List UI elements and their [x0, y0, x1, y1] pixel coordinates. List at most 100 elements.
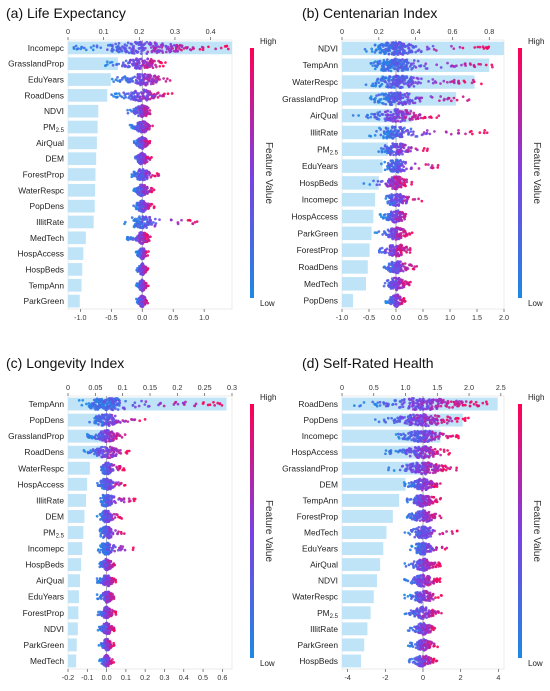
- shap-point: [391, 270, 394, 273]
- beeswarm-row: [374, 226, 414, 241]
- shap-point: [447, 97, 450, 100]
- shap-point: [401, 93, 404, 96]
- shap-point: [377, 81, 380, 84]
- importance-bar: [68, 121, 98, 134]
- shap-point: [396, 282, 399, 285]
- shap-point: [478, 131, 481, 134]
- shap-point: [171, 47, 174, 50]
- shap-point: [460, 64, 463, 67]
- shap-point: [116, 403, 119, 406]
- shap-point: [471, 133, 474, 136]
- shap-point: [94, 449, 97, 452]
- shap-point: [425, 67, 428, 70]
- shap-point: [383, 266, 386, 269]
- shap-point: [377, 45, 380, 48]
- shap-point: [138, 240, 141, 243]
- feature-label: AirQual: [310, 111, 338, 121]
- shap-point: [392, 286, 395, 289]
- shap-point: [146, 96, 149, 99]
- bottom-tick-label: -0.5: [105, 313, 117, 322]
- shap-point: [90, 46, 93, 49]
- shap-point: [142, 126, 145, 129]
- shap-point: [141, 156, 144, 159]
- shap-point: [96, 46, 99, 49]
- colorbar-low-label: Low: [260, 299, 275, 308]
- shap-point: [175, 49, 178, 52]
- shap-point: [163, 405, 166, 408]
- shap-point: [103, 472, 106, 475]
- shap-point: [388, 262, 391, 265]
- shap-point: [158, 50, 161, 53]
- shap-point: [138, 169, 141, 172]
- shap-point: [122, 407, 125, 410]
- shap-point: [390, 147, 393, 150]
- beeswarm-row: [383, 260, 419, 274]
- shap-point: [400, 199, 403, 202]
- shap-point: [413, 59, 416, 62]
- beeswarm-row: [111, 73, 172, 87]
- shap-point: [148, 127, 151, 130]
- shap-point: [144, 140, 147, 143]
- shap-point: [142, 43, 145, 46]
- shap-point: [400, 232, 403, 235]
- shap-point: [147, 63, 150, 66]
- shap-point: [150, 59, 153, 62]
- shap-point: [352, 114, 355, 117]
- shap-point: [410, 62, 413, 65]
- shap-point: [401, 265, 404, 268]
- shap-point: [369, 116, 372, 119]
- shap-point: [392, 99, 395, 102]
- shap-point: [367, 117, 370, 120]
- shap-point: [112, 481, 115, 484]
- shap-point: [169, 79, 172, 82]
- importance-bar: [68, 478, 87, 491]
- shap-point: [115, 397, 118, 400]
- shap-point: [387, 180, 390, 183]
- shap-point: [107, 405, 110, 408]
- shap-point: [106, 466, 109, 469]
- shap-point: [126, 109, 129, 112]
- shap-point: [144, 90, 147, 93]
- shap-point: [142, 265, 145, 268]
- shap-point: [186, 46, 189, 49]
- shap-point: [387, 110, 390, 113]
- shap-point: [410, 110, 413, 113]
- shap-point: [387, 147, 390, 150]
- top-tick-label: 0: [340, 27, 344, 36]
- shap-point: [83, 450, 86, 453]
- shap-point: [112, 486, 115, 489]
- shap-point: [158, 65, 161, 68]
- shap-point: [411, 51, 414, 54]
- shap-point: [364, 48, 367, 51]
- shap-point: [115, 432, 118, 435]
- shap-point: [390, 214, 393, 217]
- shap-point: [404, 267, 407, 270]
- shap-point: [385, 195, 388, 198]
- shap-point: [450, 99, 453, 102]
- shap-point: [392, 298, 395, 301]
- shap-point: [139, 300, 142, 303]
- shap-point: [133, 225, 136, 228]
- shap-point: [103, 481, 106, 484]
- shap-point: [387, 135, 390, 138]
- shap-point: [402, 62, 405, 65]
- shap-point: [400, 249, 403, 252]
- feature-label: EduYears: [302, 161, 338, 171]
- shap-point: [398, 149, 401, 152]
- shap-point: [109, 463, 112, 466]
- shap-point: [137, 127, 140, 130]
- shap-point: [385, 183, 388, 186]
- shap-point: [369, 97, 372, 100]
- shap-point: [384, 168, 387, 171]
- shap-point: [389, 60, 392, 63]
- shap-point: [396, 237, 399, 240]
- shap-point: [482, 45, 485, 48]
- importance-bar: [342, 58, 489, 71]
- shap-point: [401, 79, 404, 82]
- feature-label: TempAnn: [29, 280, 65, 290]
- shap-point: [134, 223, 137, 226]
- shap-point: [472, 79, 475, 82]
- shap-point: [391, 169, 394, 172]
- top-tick-label: 0.2: [374, 27, 384, 36]
- shap-point: [162, 65, 165, 68]
